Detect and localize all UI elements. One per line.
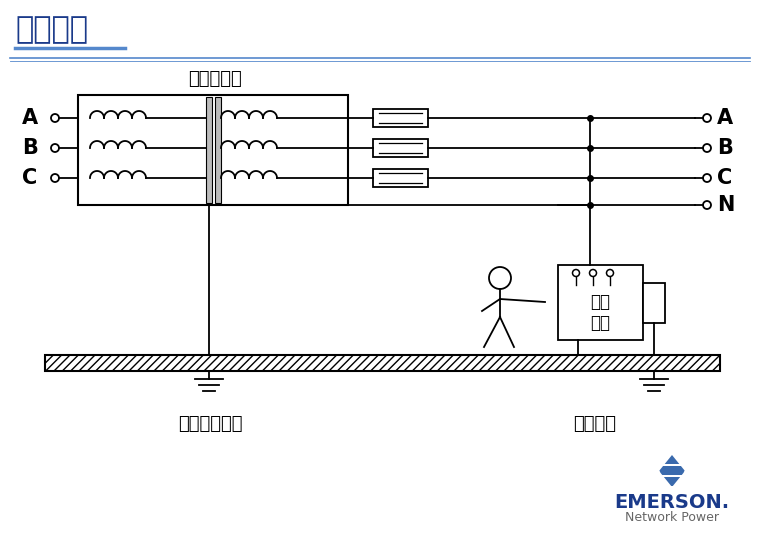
Bar: [373, 109, 428, 127]
Text: B: B: [717, 138, 733, 158]
Text: C: C: [717, 168, 732, 188]
Circle shape: [606, 270, 613, 276]
Bar: [45, 355, 720, 371]
Text: A: A: [717, 108, 733, 128]
Text: 电气
设备: 电气 设备: [591, 293, 610, 332]
Circle shape: [51, 144, 59, 152]
Polygon shape: [664, 477, 680, 486]
Circle shape: [572, 270, 579, 276]
Text: N: N: [717, 195, 734, 215]
Text: 配电变压器: 配电变压器: [188, 70, 242, 88]
Circle shape: [703, 114, 711, 122]
Bar: [373, 139, 428, 157]
Circle shape: [703, 201, 711, 209]
Circle shape: [703, 174, 711, 182]
Polygon shape: [660, 466, 685, 475]
Circle shape: [590, 270, 597, 276]
Text: 交流工作接地: 交流工作接地: [178, 415, 242, 433]
Text: 接地保护: 接地保护: [574, 415, 616, 433]
Bar: [558, 265, 643, 340]
Circle shape: [489, 267, 511, 289]
Text: Network Power: Network Power: [625, 511, 719, 524]
Polygon shape: [665, 455, 679, 464]
Circle shape: [703, 144, 711, 152]
Bar: [373, 169, 428, 187]
Text: C: C: [22, 168, 37, 188]
Circle shape: [51, 174, 59, 182]
Text: EMERSON.: EMERSON.: [614, 493, 730, 512]
Circle shape: [51, 114, 59, 122]
Bar: [206, 97, 212, 203]
Text: B: B: [22, 138, 38, 158]
Text: 保护接地: 保护接地: [15, 15, 88, 44]
Bar: [643, 283, 665, 323]
Bar: [78, 95, 348, 205]
Text: A: A: [22, 108, 38, 128]
Bar: [215, 97, 221, 203]
